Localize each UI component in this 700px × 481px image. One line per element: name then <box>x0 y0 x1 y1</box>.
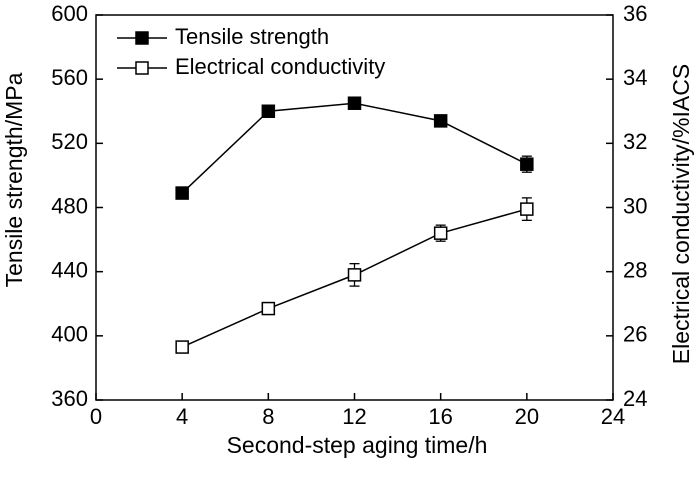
x-tick-label: 4 <box>176 404 188 429</box>
y-right-tick-label: 32 <box>623 129 647 154</box>
legend: Tensile strength Electrical conductivity <box>117 24 385 79</box>
y-left-tick-label: 360 <box>51 386 88 411</box>
y-right-tick-label: 30 <box>623 193 647 218</box>
y-left-tick-label: 600 <box>51 1 88 26</box>
x-tick-label: 20 <box>515 404 539 429</box>
series-1 <box>175 197 534 354</box>
x-tick-label: 8 <box>262 404 274 429</box>
x-axis-title: Second-step aging time/h <box>227 432 488 458</box>
data-point <box>433 114 448 128</box>
data-point <box>261 301 276 316</box>
series-line <box>181 102 528 194</box>
x-tick-label: 24 <box>601 404 625 429</box>
data-point <box>261 104 276 118</box>
x-tick-label: 12 <box>342 404 366 429</box>
y-left-tick-label: 480 <box>51 193 88 218</box>
y-right-tick-label: 26 <box>623 322 647 347</box>
legend-label: Electrical conductivity <box>175 54 385 79</box>
data-point <box>347 268 362 282</box>
y-right-tick-label: 36 <box>623 1 647 26</box>
y-right-tick-label: 34 <box>623 65 647 90</box>
tick-labels: 0 4 8 12 16 20 24 360 400 440 480 520 560 600 24 26 28 30… <box>51 1 647 429</box>
data-point <box>433 226 448 240</box>
data-point <box>520 202 534 216</box>
series-0 <box>175 96 534 200</box>
x-tick-label: 0 <box>90 404 102 429</box>
data-point <box>520 157 534 171</box>
data-point <box>347 96 362 110</box>
legend-marker <box>135 61 149 75</box>
y-left-tick-label: 400 <box>51 322 88 347</box>
y-left-tick-label: 440 <box>51 257 88 282</box>
y-left-tick-label: 520 <box>51 129 88 154</box>
series-layer <box>175 96 534 354</box>
legend-marker <box>135 31 149 45</box>
y-right-tick-label: 24 <box>623 386 647 411</box>
y-left-tick-label: 560 <box>51 65 88 90</box>
legend-label: Tensile strength <box>175 24 329 49</box>
tick-marks <box>95 14 614 401</box>
x-tick-label: 16 <box>428 404 452 429</box>
y-axis-right-title: Electrical conductivity/%IACS <box>668 64 694 364</box>
y-right-tick-label: 28 <box>623 257 647 282</box>
data-point <box>175 340 189 354</box>
y-axis-left-title: Tensile strength/MPa <box>1 72 27 287</box>
data-point <box>175 186 189 200</box>
